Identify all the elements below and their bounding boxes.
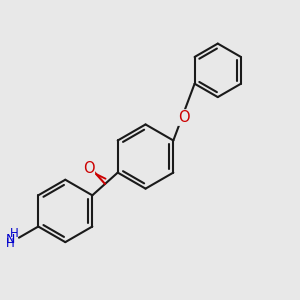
Text: N: N	[6, 233, 15, 246]
Text: O: O	[83, 160, 94, 175]
Text: O: O	[178, 110, 190, 125]
Text: H: H	[6, 237, 15, 250]
Text: H: H	[10, 227, 19, 240]
